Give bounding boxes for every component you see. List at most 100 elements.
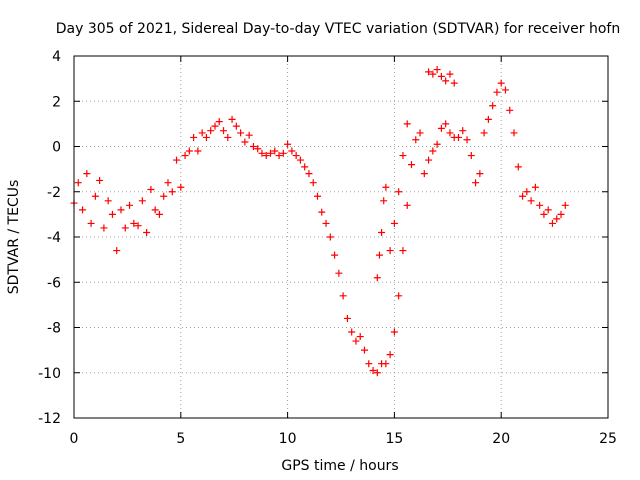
y-tick-label: -10 — [38, 366, 61, 382]
data-point — [301, 163, 309, 171]
data-point — [375, 251, 383, 259]
data-point — [403, 120, 411, 128]
data-point — [237, 129, 245, 137]
data-point — [356, 333, 364, 341]
data-point — [544, 206, 552, 214]
x-tick-label: 5 — [176, 431, 185, 447]
data-point — [561, 201, 569, 209]
data-point — [245, 131, 253, 139]
data-point — [220, 127, 228, 135]
data-point — [83, 170, 91, 178]
data-point — [74, 179, 82, 187]
data-point — [164, 179, 172, 187]
data-point — [373, 369, 381, 377]
data-point — [395, 292, 403, 300]
x-tick-label: 10 — [279, 431, 297, 447]
x-tick-label: 25 — [599, 431, 617, 447]
data-point — [412, 136, 420, 144]
data-point — [437, 124, 445, 132]
data-point — [335, 269, 343, 277]
data-point — [121, 224, 129, 232]
data-point — [416, 129, 424, 137]
data-point — [446, 70, 454, 78]
data-point — [143, 228, 151, 236]
data-point — [403, 201, 411, 209]
data-point — [288, 147, 296, 155]
data-point — [442, 77, 450, 85]
grid — [74, 56, 608, 418]
data-point — [177, 183, 185, 191]
data-point — [224, 133, 232, 141]
data-point — [442, 120, 450, 128]
data-point — [168, 188, 176, 196]
data-point — [395, 188, 403, 196]
data-point — [484, 115, 492, 123]
data-point — [343, 314, 351, 322]
data-point — [493, 88, 501, 96]
data-point — [267, 149, 275, 157]
data-point — [365, 360, 373, 368]
data-point — [536, 201, 544, 209]
data-point — [382, 360, 390, 368]
data-point — [339, 292, 347, 300]
x-axis-label: GPS time / hours — [281, 458, 398, 474]
data-point — [459, 127, 467, 135]
data-point — [540, 210, 548, 218]
y-tick-label: 4 — [52, 49, 61, 65]
data-point — [185, 147, 193, 155]
data-point — [450, 79, 458, 87]
data-point — [138, 197, 146, 205]
data-point — [510, 129, 518, 137]
data-point — [378, 228, 386, 236]
data-point — [173, 156, 181, 164]
data-point — [96, 176, 104, 184]
x-axis-ticks: 0 5 10 15 20 25 — [70, 56, 617, 447]
data-point — [305, 170, 313, 178]
y-axis-ticks: 4 2 0 -2 -4 -6 -8 -10 -12 — [38, 49, 608, 427]
data-point — [382, 183, 390, 191]
data-point — [497, 79, 505, 87]
series-upper-arc — [425, 66, 458, 87]
data-point — [318, 208, 326, 216]
data-point — [155, 210, 163, 218]
data-point — [463, 136, 471, 144]
data-point — [207, 127, 215, 135]
data-point — [407, 161, 415, 169]
y-tick-label: 2 — [52, 94, 61, 110]
data-point — [331, 251, 339, 259]
data-point — [279, 149, 287, 157]
data-point — [215, 118, 223, 126]
data-point — [390, 219, 398, 227]
series-steep-branch — [373, 120, 411, 282]
data-point — [130, 219, 138, 227]
data-point — [433, 66, 441, 74]
data-point — [314, 192, 322, 200]
data-point — [322, 219, 330, 227]
data-point — [360, 346, 368, 354]
data-point — [100, 224, 108, 232]
y-tick-label: -4 — [47, 230, 61, 246]
data-point — [553, 215, 561, 223]
data-point — [425, 156, 433, 164]
data-point — [489, 102, 497, 110]
data-series — [70, 66, 569, 377]
data-point — [126, 201, 134, 209]
data-point — [519, 192, 527, 200]
x-tick-label: 20 — [492, 431, 510, 447]
data-point — [211, 122, 219, 130]
data-point — [548, 219, 556, 227]
data-point — [296, 156, 304, 164]
data-point — [501, 86, 509, 94]
data-point — [104, 197, 112, 205]
data-point — [399, 152, 407, 160]
data-point — [198, 129, 206, 137]
data-point — [190, 133, 198, 141]
x-tick-label: 0 — [70, 431, 79, 447]
data-point — [527, 197, 535, 205]
data-point — [399, 247, 407, 255]
data-point — [531, 183, 539, 191]
data-point — [108, 210, 116, 218]
data-point — [373, 274, 381, 282]
data-point — [386, 247, 394, 255]
